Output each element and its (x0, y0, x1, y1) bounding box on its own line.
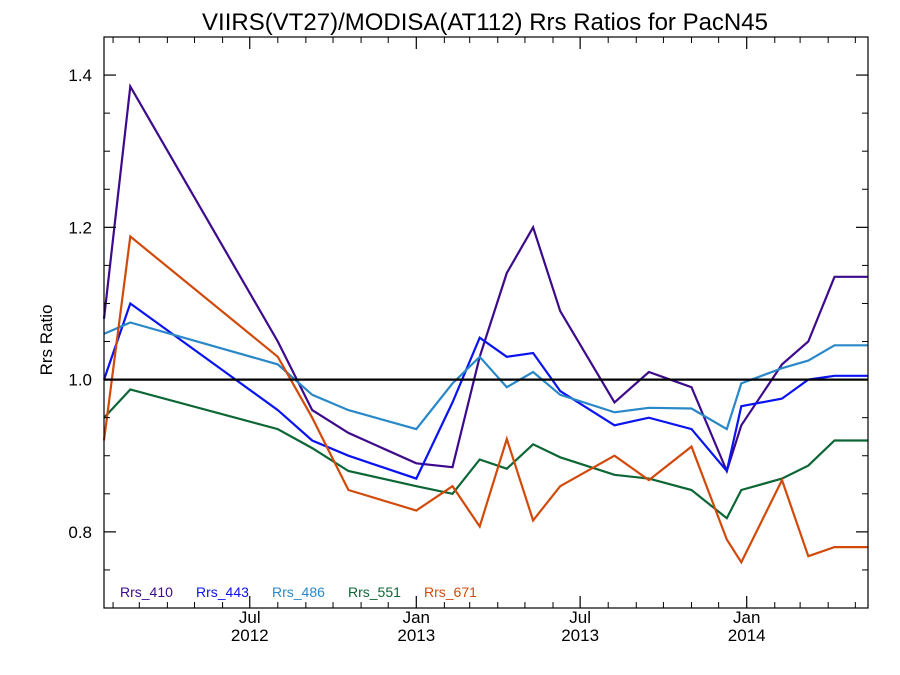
series-line-rrs-410 (102, 83, 868, 475)
y-tick-label: 1.2 (68, 218, 92, 237)
series-line-rrs-443 (102, 301, 868, 480)
legend: Rrs_410 Rrs_443 Rrs_486 Rrs_551 Rrs_671 (120, 584, 477, 600)
legend-item-rrs-443: Rrs_443 (196, 584, 249, 600)
legend-item-rrs-486: Rrs_486 (272, 584, 325, 600)
x-tick-label-month: Jan (403, 608, 430, 627)
series-line-rrs-486 (103, 321, 868, 431)
x-tick-label-year: 2013 (397, 626, 435, 645)
legend-item-rrs-551: Rrs_551 (348, 584, 401, 600)
x-tick-label-month: Jan (733, 608, 760, 627)
y-tick-label: 1.0 (68, 371, 92, 390)
legend-item-rrs-671: Rrs_671 (424, 584, 477, 600)
y-tick-label: 1.4 (68, 66, 92, 85)
x-tick-label-year: 2014 (728, 626, 766, 645)
x-tick-label-month: Jul (569, 608, 591, 627)
series-line-rrs-551 (103, 388, 868, 520)
series-line-rrs-671 (102, 234, 868, 565)
series-layer (102, 83, 868, 565)
chart-title: VIIRS(VT27)/MODISA(AT112) Rrs Ratios for… (202, 9, 768, 36)
legend-item-rrs-410: Rrs_410 (120, 584, 173, 600)
y-tick-label: 0.8 (68, 523, 92, 542)
y-axis-label: Rrs Ratio (37, 305, 56, 376)
x-tick-label-year: 2013 (561, 626, 599, 645)
plot-frame (103, 36, 869, 609)
x-tick-label-year: 2012 (231, 626, 269, 645)
x-tick-label-month: Jul (239, 608, 261, 627)
